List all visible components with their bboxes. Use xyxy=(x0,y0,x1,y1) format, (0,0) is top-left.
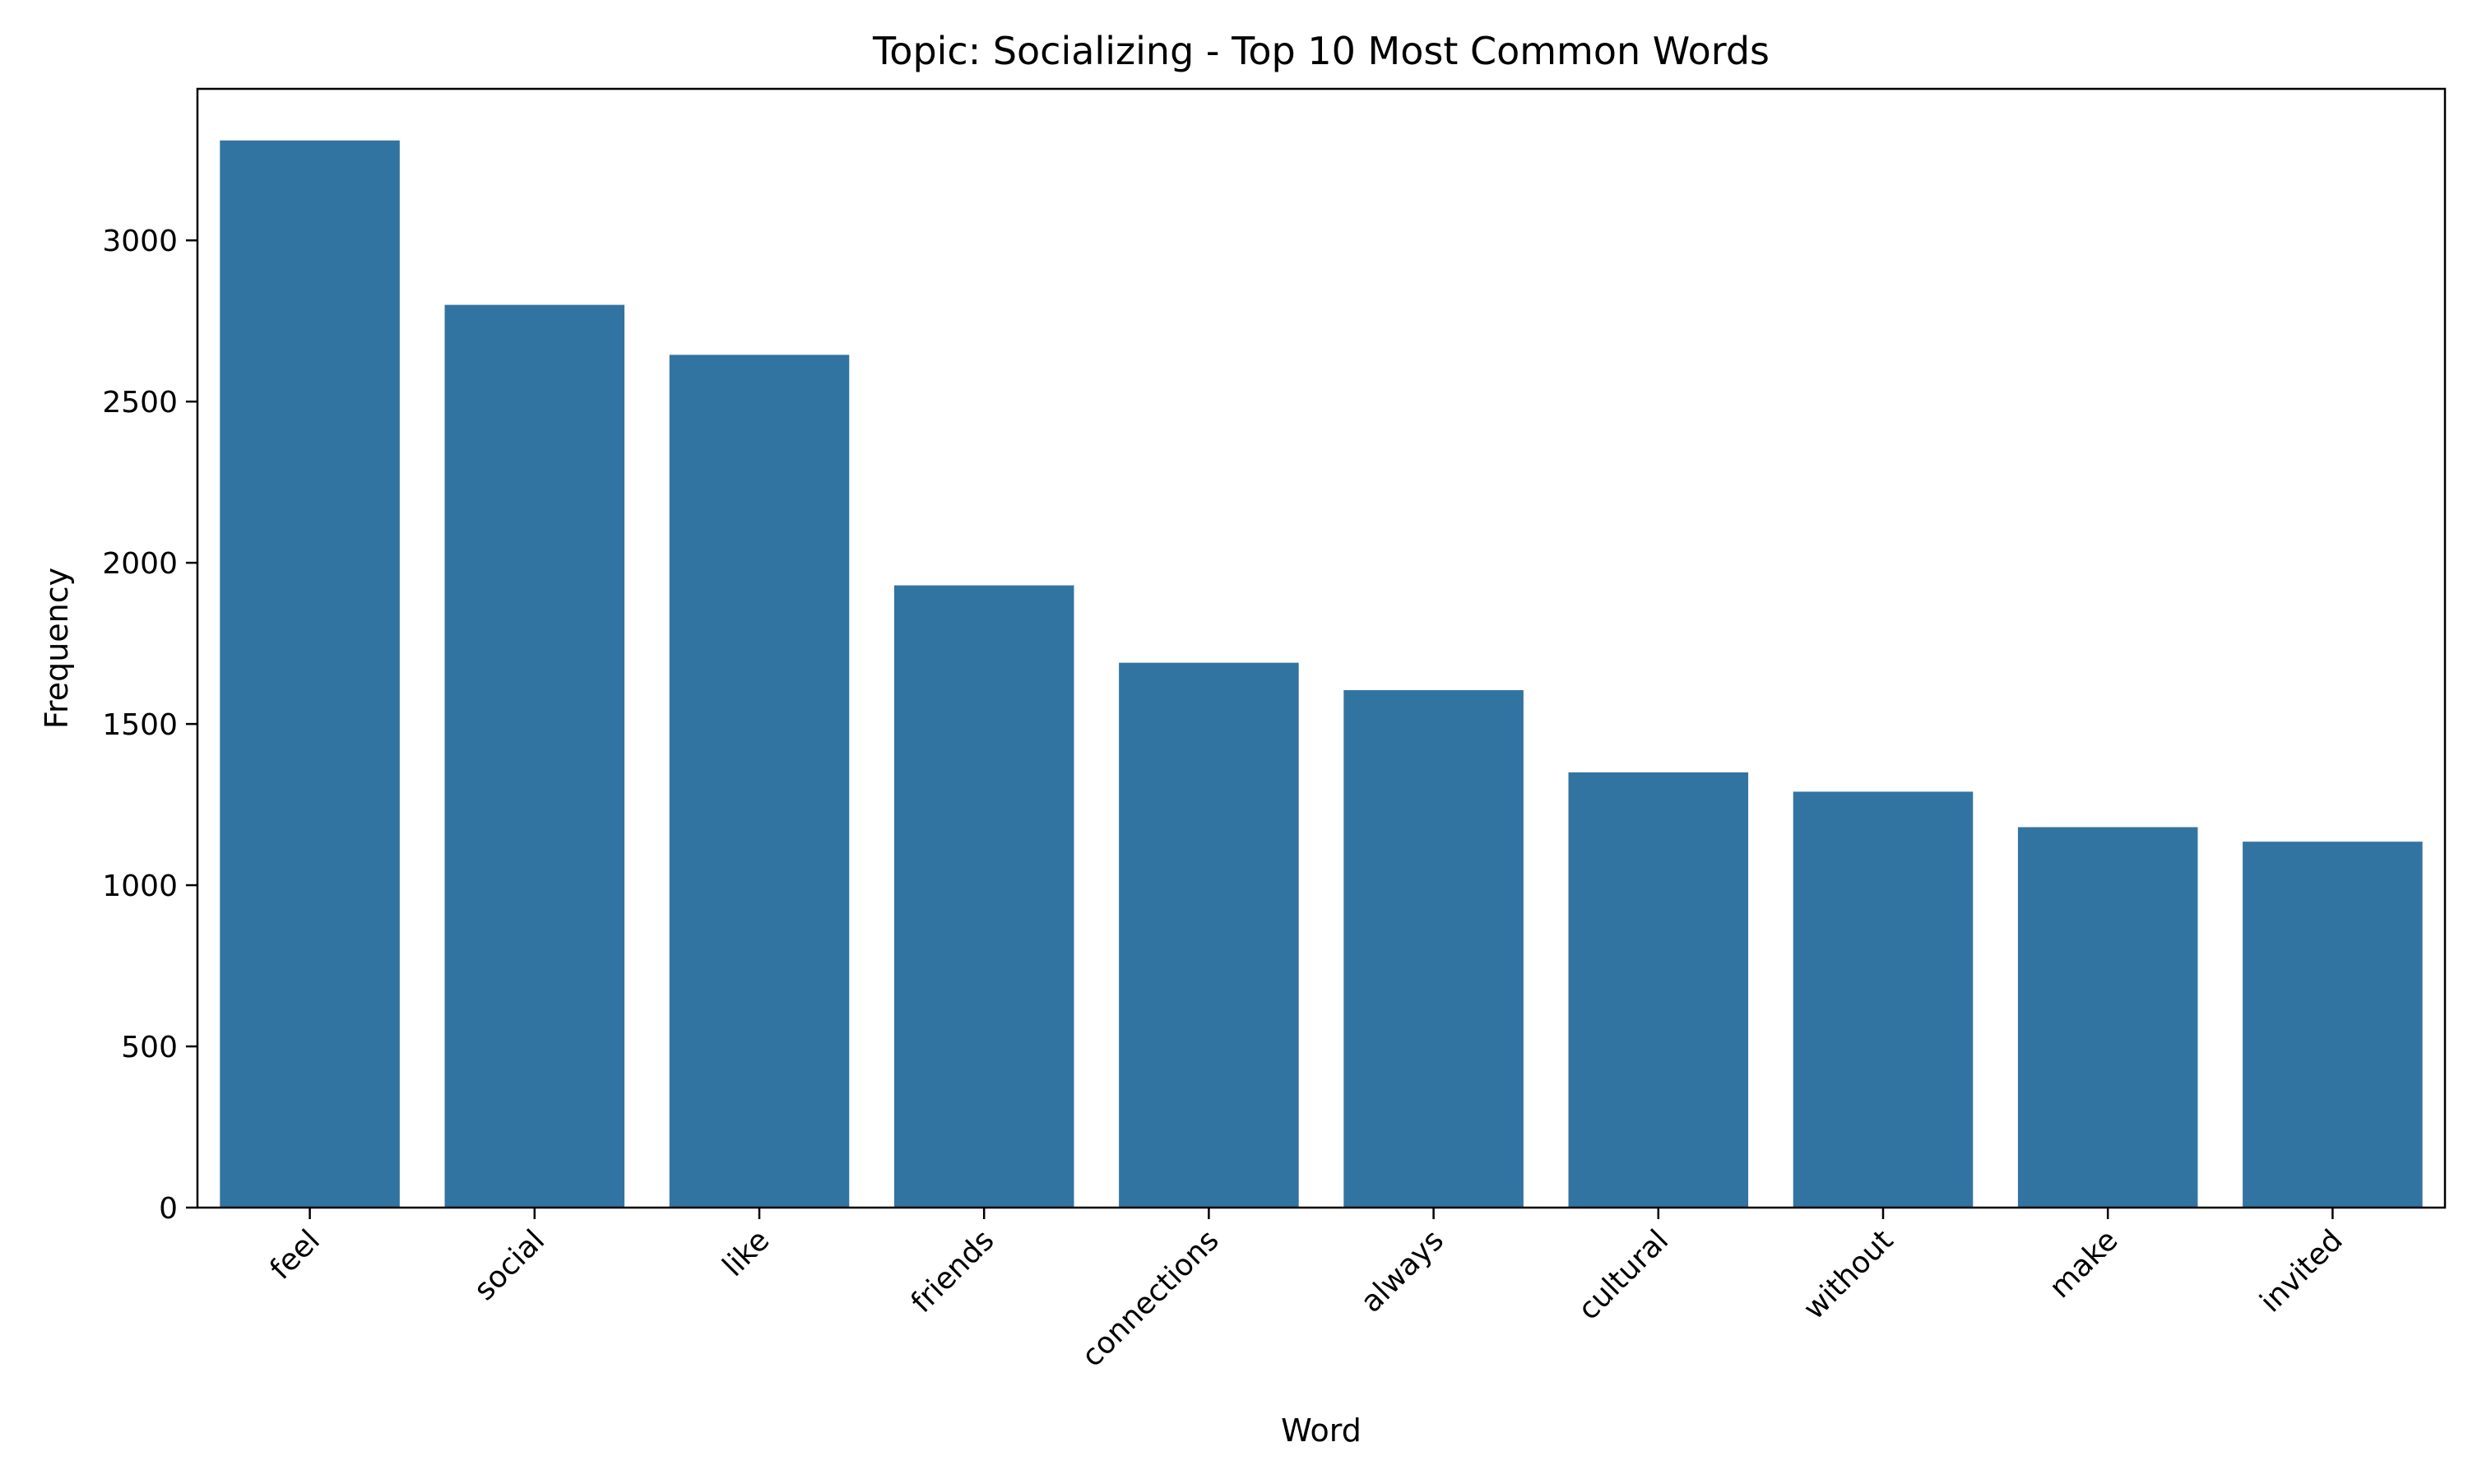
x-tick-label: friends xyxy=(905,1223,1001,1319)
x-tick-label: connections xyxy=(1075,1223,1226,1374)
plot-frame xyxy=(196,87,2447,1209)
x-tick-label: invited xyxy=(2254,1223,2350,1319)
x-tick-label: feel xyxy=(264,1223,327,1286)
y-tick-label: 3000 xyxy=(102,225,178,258)
bar-always xyxy=(1343,689,1524,1208)
bar-like xyxy=(669,355,850,1208)
y-tick-label: 1500 xyxy=(102,708,178,742)
x-axis-label: Word xyxy=(1281,1412,1362,1449)
bar-friends xyxy=(893,585,1074,1208)
y-tick-label: 2500 xyxy=(102,386,178,420)
y-tick-label: 1000 xyxy=(102,870,178,903)
chart-title: Topic: Socializing - Top 10 Most Common … xyxy=(872,29,1770,73)
x-tick-label: social xyxy=(468,1223,552,1307)
bar-social xyxy=(444,304,625,1208)
y-axis-ticks: 0 500 1000 1500 2000 2500 3000 xyxy=(102,225,197,1226)
bars-group xyxy=(220,140,2423,1208)
x-tick-label: always xyxy=(1355,1223,1450,1319)
bar-invited xyxy=(2243,842,2423,1208)
y-tick-label: 500 xyxy=(121,1031,178,1064)
x-tick-label: make xyxy=(2044,1223,2125,1305)
x-axis-ticks: feel social like friends connections always cu… xyxy=(264,1208,2350,1374)
x-tick-label: cultural xyxy=(1572,1223,1675,1326)
y-axis-label: Frequency xyxy=(39,568,75,729)
y-tick-label: 2000 xyxy=(102,547,178,581)
bar-feel xyxy=(220,140,400,1208)
x-tick-label: like xyxy=(717,1223,777,1283)
y-tick-label: 0 xyxy=(159,1192,178,1226)
bar-connections xyxy=(1119,662,1299,1208)
bar-make xyxy=(2017,827,2198,1208)
x-tick-label: without xyxy=(1798,1223,1900,1326)
bar-cultural xyxy=(1568,772,1749,1208)
bar-without xyxy=(1793,791,1974,1208)
